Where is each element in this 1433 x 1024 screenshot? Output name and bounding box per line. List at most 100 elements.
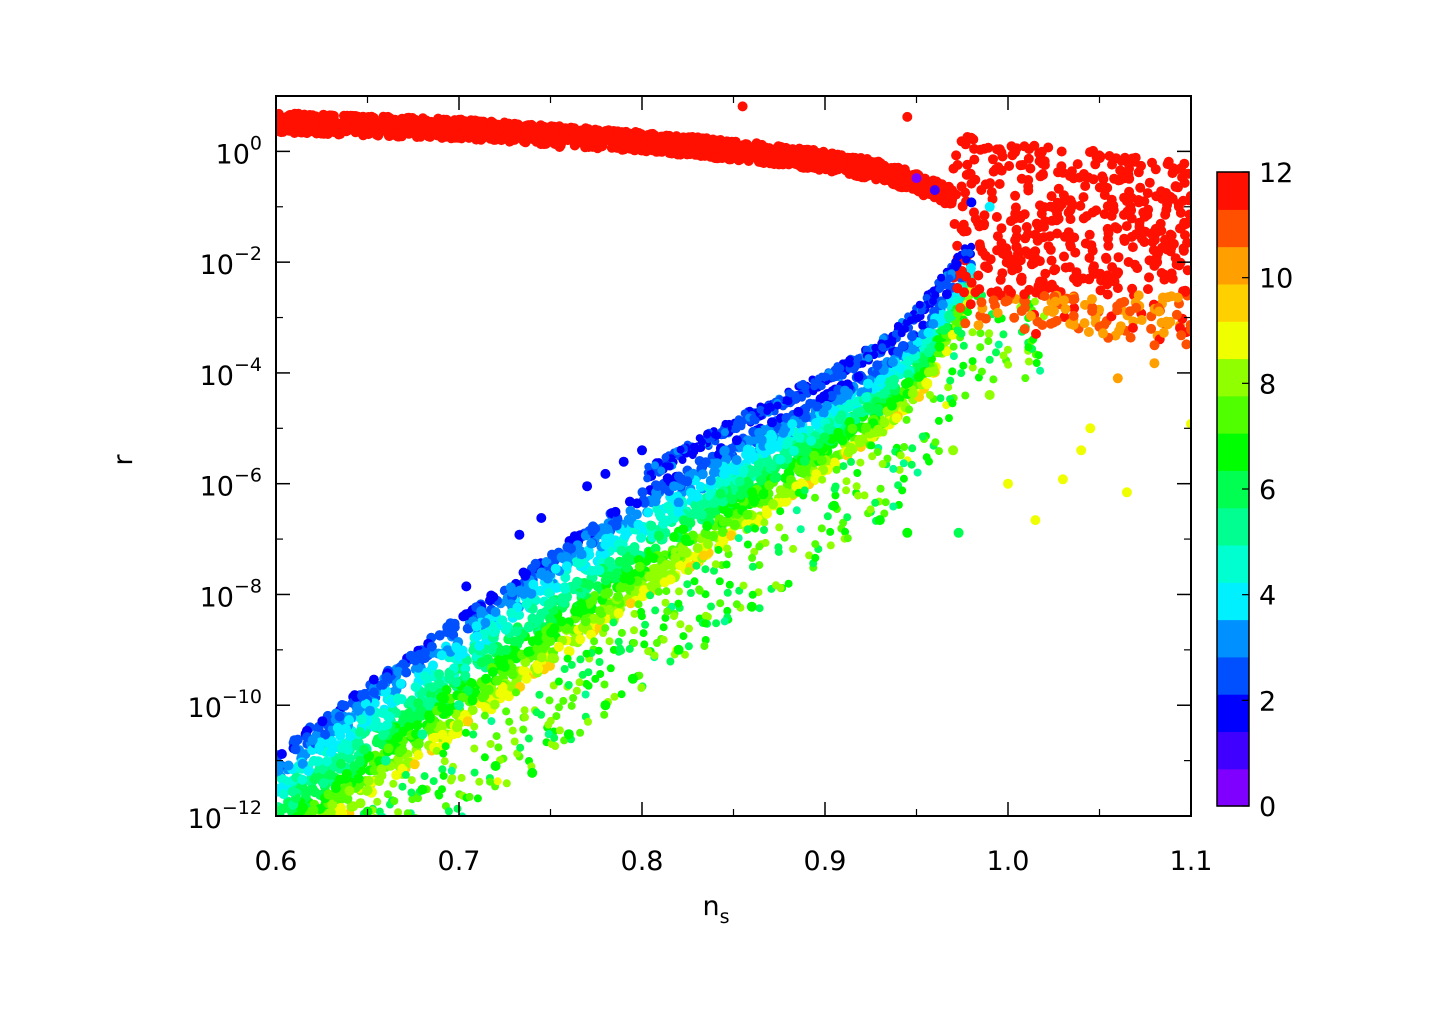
tail-point bbox=[842, 486, 851, 495]
tail-point bbox=[435, 822, 443, 830]
band-point bbox=[782, 454, 793, 464]
tail-point bbox=[605, 637, 614, 646]
branch-point bbox=[952, 283, 963, 294]
tail-point bbox=[591, 674, 600, 683]
band-point bbox=[782, 437, 793, 448]
band-point bbox=[369, 698, 380, 709]
tail-point bbox=[601, 624, 610, 633]
band-point bbox=[476, 657, 487, 668]
tail-point bbox=[823, 512, 832, 521]
tail-point bbox=[431, 829, 439, 837]
band-point bbox=[590, 523, 601, 534]
tail-point bbox=[326, 892, 334, 900]
tail-point bbox=[690, 577, 699, 586]
branch-point bbox=[1048, 317, 1059, 328]
tail-point bbox=[590, 637, 599, 646]
band-point bbox=[393, 693, 403, 704]
tail-point bbox=[659, 635, 668, 644]
band-point bbox=[637, 591, 648, 602]
branch-point bbox=[1065, 239, 1076, 250]
branch-point bbox=[949, 219, 960, 229]
tail-point bbox=[342, 879, 350, 887]
band-point bbox=[296, 846, 306, 856]
tail-point bbox=[826, 541, 835, 550]
band-point bbox=[506, 608, 517, 618]
tail-point bbox=[394, 808, 403, 816]
tail-point bbox=[908, 444, 917, 453]
tail-point bbox=[748, 562, 757, 571]
band-point bbox=[496, 645, 506, 656]
tail-point bbox=[707, 602, 715, 611]
band-point bbox=[471, 621, 482, 632]
band-point bbox=[726, 530, 737, 541]
branch-point bbox=[1036, 208, 1047, 219]
band-point bbox=[536, 652, 547, 663]
tail-point bbox=[985, 355, 994, 364]
band-point bbox=[809, 450, 820, 461]
tail-point bbox=[609, 618, 618, 627]
band-point bbox=[278, 835, 288, 845]
branch-point bbox=[1056, 161, 1067, 172]
tail-point bbox=[881, 498, 890, 507]
band-point bbox=[614, 556, 625, 567]
tail-point bbox=[843, 513, 852, 522]
tail-point bbox=[732, 600, 741, 609]
band-point bbox=[754, 427, 765, 438]
band-point bbox=[610, 570, 621, 581]
tail-point bbox=[594, 646, 603, 655]
tail-point bbox=[725, 580, 734, 589]
tail-point bbox=[748, 553, 757, 562]
tail-point bbox=[992, 348, 1000, 357]
tail-point bbox=[670, 612, 678, 621]
band-point bbox=[717, 527, 728, 537]
band-point bbox=[547, 596, 558, 607]
branch-point bbox=[1060, 262, 1071, 273]
band-point bbox=[353, 773, 364, 784]
branch-point bbox=[1133, 197, 1144, 208]
band-point bbox=[680, 534, 691, 545]
band-point bbox=[378, 679, 388, 690]
tail-point bbox=[332, 860, 340, 868]
tail-point bbox=[899, 459, 908, 468]
tail-point bbox=[949, 352, 958, 361]
branch-point bbox=[1170, 164, 1181, 175]
band-point bbox=[610, 506, 621, 517]
tail-point bbox=[352, 841, 360, 849]
band-point bbox=[907, 388, 918, 399]
branch-point bbox=[1107, 159, 1117, 170]
tail-point bbox=[363, 848, 371, 856]
tail-point bbox=[989, 375, 998, 384]
branch-point bbox=[1078, 213, 1089, 224]
band-point bbox=[941, 289, 952, 300]
branch-point bbox=[1121, 221, 1132, 232]
band-point bbox=[294, 815, 299, 816]
band-point bbox=[486, 590, 497, 601]
band-point bbox=[625, 598, 636, 609]
band-point bbox=[818, 407, 829, 418]
tail-point bbox=[384, 790, 392, 799]
tail-point bbox=[918, 432, 927, 441]
band-point bbox=[410, 655, 421, 666]
tail-point bbox=[949, 342, 958, 351]
branch-point bbox=[1111, 269, 1122, 280]
branch-point bbox=[1108, 200, 1119, 211]
band-point bbox=[723, 507, 734, 518]
tail-point bbox=[502, 779, 511, 788]
tail-point bbox=[868, 452, 877, 461]
branch-point bbox=[1046, 255, 1057, 266]
band-point bbox=[863, 378, 873, 389]
tail-point bbox=[931, 438, 940, 447]
band-point bbox=[767, 417, 777, 428]
branch-point bbox=[951, 150, 962, 161]
tail-point bbox=[876, 484, 885, 493]
branch-point bbox=[1023, 181, 1034, 192]
tail-point bbox=[674, 599, 683, 608]
tail-point bbox=[360, 824, 368, 832]
tail-point bbox=[679, 632, 688, 641]
band-point bbox=[619, 573, 629, 584]
branch-point bbox=[1154, 306, 1164, 317]
tail-point bbox=[999, 330, 1008, 339]
branch-point bbox=[994, 179, 1005, 189]
tail-point bbox=[560, 665, 569, 673]
band-point bbox=[492, 675, 503, 686]
